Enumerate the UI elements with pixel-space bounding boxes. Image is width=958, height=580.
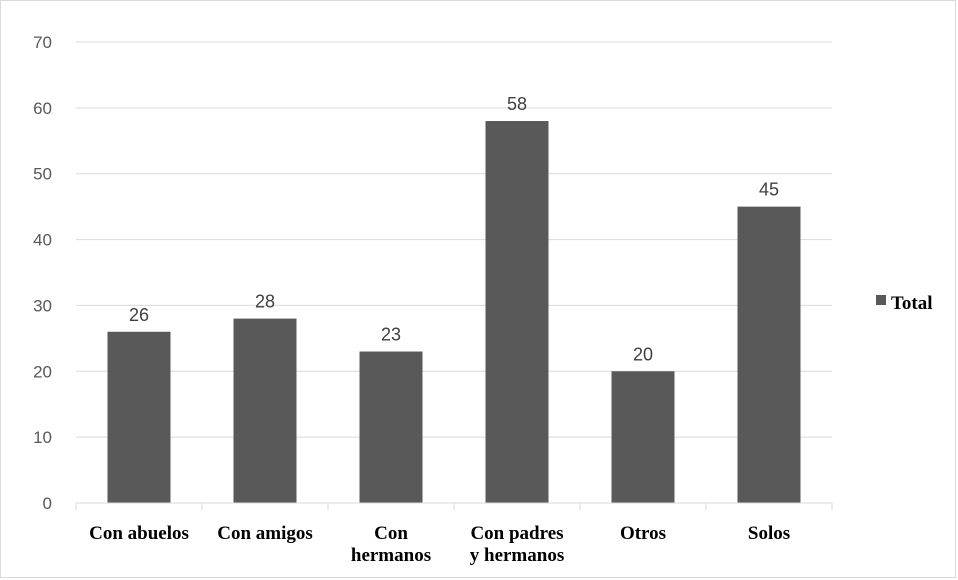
- data-label: 23: [381, 325, 401, 345]
- y-axis-ticks: 0 10 20 30 40 50 60 70: [33, 33, 52, 513]
- x-tick-label: Con hermanos: [351, 523, 431, 566]
- legend-swatch: [876, 295, 886, 305]
- y-tick-label: 0: [43, 494, 52, 513]
- x-tick-label-line: Solos: [748, 523, 790, 544]
- y-tick-label: 60: [33, 99, 52, 118]
- y-tick-label: 70: [33, 33, 52, 52]
- x-axis-ticks: Con abuelos Con amigos Con hermanos Con padr…: [75, 502, 833, 566]
- y-tick-label: 20: [33, 362, 52, 381]
- x-tick-label-line: Con abuelos: [89, 523, 189, 544]
- x-tick-label: Otros: [620, 523, 666, 544]
- y-tick-label: 50: [33, 165, 52, 184]
- bar: [611, 371, 675, 503]
- data-label: 28: [255, 292, 275, 312]
- y-tick-label: 10: [33, 428, 52, 447]
- x-tick-label: Solos: [748, 523, 790, 544]
- x-tick-label-line: hermanos: [351, 545, 431, 566]
- x-tick-label-line: Con padres: [470, 523, 563, 544]
- legend-label-total: Total: [891, 293, 933, 314]
- bars: [107, 121, 801, 504]
- bar: [107, 331, 171, 503]
- data-label: 26: [129, 305, 149, 325]
- data-label: 20: [633, 344, 653, 364]
- legend: Total: [876, 293, 933, 314]
- x-tick-label-line: Con amigos: [217, 523, 313, 544]
- x-tick-label: Con abuelos: [89, 523, 189, 544]
- bar: [233, 318, 297, 503]
- data-label: 45: [759, 180, 779, 200]
- gridlines: [76, 41, 832, 504]
- x-tick-label-line: y hermanos: [470, 545, 564, 566]
- bar: [485, 121, 549, 504]
- bar: [359, 351, 423, 503]
- x-tick-label: Con padres y hermanos: [470, 523, 564, 566]
- y-tick-label: 40: [33, 231, 52, 250]
- x-tick-label: Con amigos: [217, 523, 313, 544]
- data-labels: 26 28 23 58 20 45: [129, 94, 779, 364]
- data-label: 58: [507, 94, 527, 114]
- bar: [737, 206, 801, 503]
- x-tick-label-line: Otros: [620, 523, 666, 544]
- x-tick-label-line: Con: [374, 523, 408, 544]
- y-tick-label: 30: [33, 296, 52, 315]
